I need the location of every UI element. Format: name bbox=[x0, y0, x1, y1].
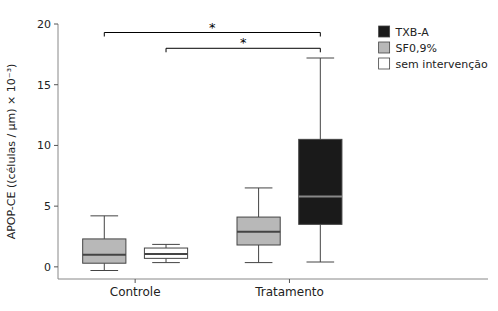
median bbox=[144, 253, 187, 255]
chart: TXB-A SF0,9% sem intervenção 0 5 10 15 20 Contro… bbox=[0, 0, 498, 311]
significance-labels: ** bbox=[209, 20, 247, 51]
cap-low bbox=[90, 270, 118, 271]
whisker-low bbox=[320, 224, 321, 262]
y-tick bbox=[54, 84, 58, 85]
box-body bbox=[144, 248, 187, 258]
whisker-high bbox=[166, 244, 167, 248]
box bbox=[144, 244, 187, 262]
x-axis-line bbox=[58, 279, 488, 280]
axes: 0 5 10 15 20 Controle Tratamento bbox=[37, 18, 488, 299]
whisker-low bbox=[104, 263, 105, 270]
cap-high bbox=[152, 244, 180, 245]
legend: TXB-A SF0,9% sem intervenção bbox=[379, 26, 488, 71]
significance-label: * bbox=[240, 35, 247, 50]
significance-bars bbox=[104, 33, 320, 53]
y-axis-label: APOP-CE ((células / µm) × 10⁻³) bbox=[5, 64, 18, 240]
y-axis-line bbox=[58, 24, 59, 279]
x-tick bbox=[135, 279, 136, 283]
cap-high bbox=[307, 58, 335, 59]
x-tick-label: Tratamento bbox=[254, 285, 324, 299]
significance-label: * bbox=[209, 20, 216, 35]
legend-swatch bbox=[379, 26, 390, 37]
median bbox=[83, 254, 126, 256]
legend-label: SF0,9% bbox=[396, 42, 437, 55]
box bbox=[299, 58, 342, 262]
cap-low bbox=[307, 262, 335, 263]
y-tick-label: 15 bbox=[37, 79, 51, 92]
cap-low bbox=[152, 262, 180, 263]
median bbox=[237, 231, 280, 233]
box bbox=[83, 216, 126, 271]
y-tick-label: 10 bbox=[37, 139, 51, 152]
y-tick bbox=[54, 206, 58, 207]
cap-high bbox=[245, 187, 273, 188]
whisker-high bbox=[258, 188, 259, 217]
x-tick-label: Controle bbox=[110, 285, 161, 299]
y-tick-label: 20 bbox=[37, 18, 51, 31]
y-tick-label: 5 bbox=[44, 200, 51, 213]
legend-swatch bbox=[379, 58, 390, 69]
cap-high bbox=[90, 215, 118, 216]
box bbox=[237, 188, 280, 263]
legend-label: sem intervenção bbox=[396, 58, 488, 71]
y-tick bbox=[54, 24, 58, 25]
box-body bbox=[237, 217, 280, 245]
x-tick bbox=[289, 279, 290, 283]
y-tick bbox=[54, 145, 58, 146]
box-body bbox=[83, 239, 126, 263]
median bbox=[299, 195, 342, 197]
whisker-high bbox=[104, 216, 105, 239]
plot-area bbox=[83, 58, 342, 271]
y-tick bbox=[54, 266, 58, 267]
cap-low bbox=[245, 262, 273, 263]
legend-label: TXB-A bbox=[395, 26, 430, 39]
whisker-low bbox=[166, 258, 167, 262]
whisker-high bbox=[320, 58, 321, 139]
legend-swatch bbox=[379, 42, 390, 53]
whisker-low bbox=[258, 245, 259, 263]
y-tick-label: 0 bbox=[44, 261, 51, 274]
box-body bbox=[299, 139, 342, 224]
